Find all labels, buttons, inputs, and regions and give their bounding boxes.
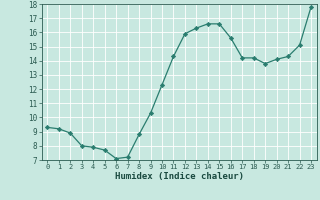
X-axis label: Humidex (Indice chaleur): Humidex (Indice chaleur) [115, 172, 244, 181]
